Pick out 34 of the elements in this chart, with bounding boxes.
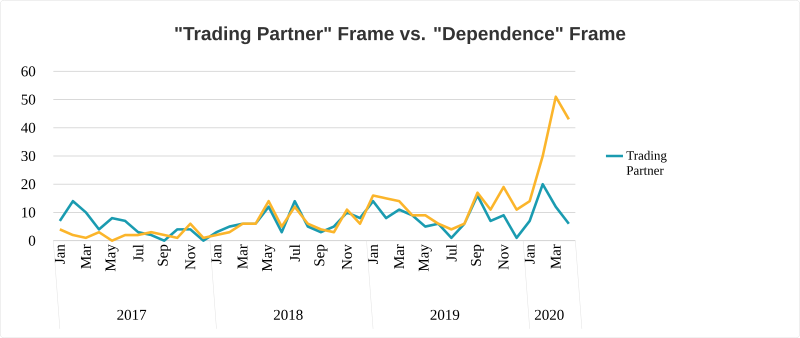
y-tick-label: 20	[21, 179, 36, 190]
y-tick-label: 10	[22, 207, 36, 218]
x-tick-label: Sep	[314, 244, 328, 266]
x-tick-label: Jul	[290, 244, 300, 262]
x-tick-label: May	[106, 244, 119, 272]
x-tick-label: Mar	[238, 244, 248, 269]
line-series	[58, 95, 570, 242]
x-tick-label: Jan	[524, 244, 535, 264]
x-tick-label: Jan	[211, 244, 222, 264]
x-tick-label: Mar	[80, 244, 91, 269]
x-tick-label: Mar	[550, 244, 561, 269]
text: 2020	[534, 310, 564, 320]
x-tick-label: Nov	[185, 244, 196, 270]
x-tick-label: Sep	[158, 244, 171, 266]
chart-title: "Trading Partner" Frame vs. "Dependence" Frame	[175, 26, 626, 44]
x-tick-label: Jul	[446, 244, 457, 262]
y-tick-label: 0	[28, 236, 36, 246]
x-tick-label: Nov	[342, 244, 352, 270]
x-tick-label: Jan	[368, 244, 378, 264]
text: 2019	[430, 310, 460, 320]
x-tick-label: Mar	[394, 244, 404, 269]
text: 2017	[117, 310, 146, 320]
y-tick-label: 50	[22, 94, 36, 105]
text: 2018	[274, 310, 303, 320]
legend-label: Trading Partner	[626, 150, 667, 175]
x-tick-label: Jan	[54, 244, 65, 264]
y-tick-label: 40	[21, 122, 36, 133]
x-tick-label: May	[418, 244, 432, 272]
x-tick-label: Sep	[470, 244, 484, 266]
x-tick-label: Nov	[498, 244, 509, 270]
x-tick-label: Jul	[132, 244, 144, 262]
y-tick-label: 30	[22, 150, 36, 162]
y-tick-label: 60	[21, 66, 36, 76]
x-tick-label: May	[262, 244, 276, 272]
